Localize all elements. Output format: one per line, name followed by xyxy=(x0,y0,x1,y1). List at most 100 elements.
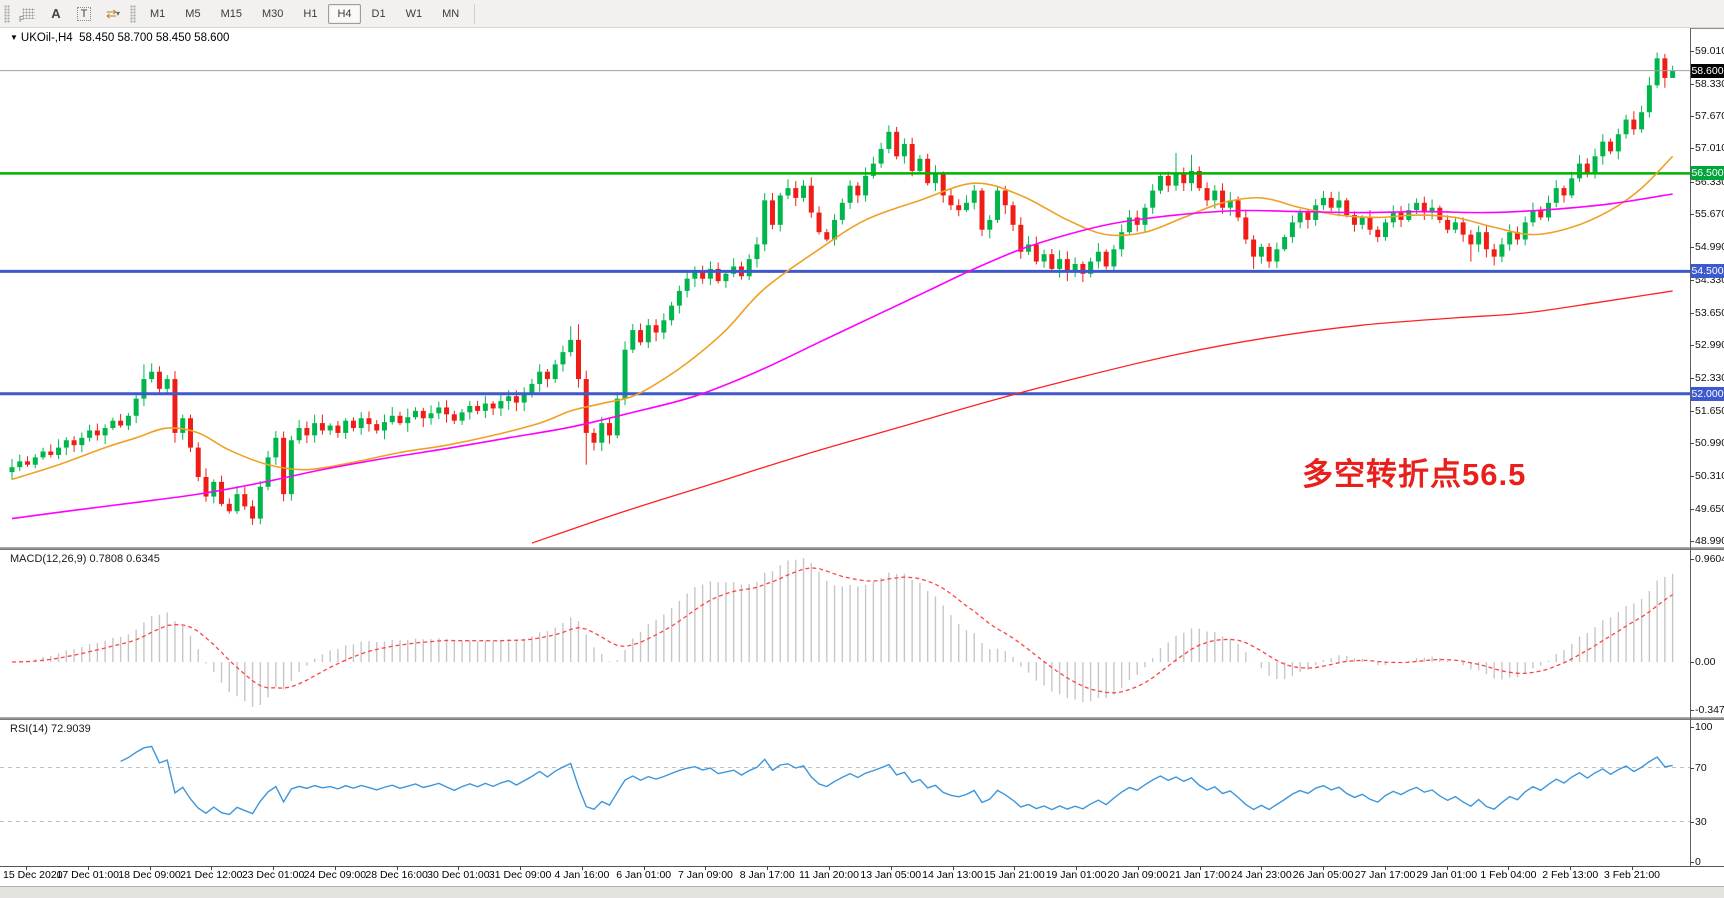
macd-signal-line xyxy=(11,567,1674,694)
time-axis-tick xyxy=(643,866,645,870)
time-axis-label: 24 Jan 23:00 xyxy=(1231,869,1292,881)
timeframe-button-m15[interactable]: M15 xyxy=(220,7,242,20)
timeframe-button-mn[interactable]: MN xyxy=(442,7,460,20)
time-axis-label: 8 Jan 17:00 xyxy=(739,869,795,881)
price-axis-label: 54.990 xyxy=(1695,241,1724,254)
ohlc-values: 58.450 58.700 58.450 58.600 xyxy=(79,32,230,44)
price-axis-tick xyxy=(1690,541,1694,543)
time-axis-tick xyxy=(705,866,707,870)
price-axis-tick xyxy=(1690,279,1694,281)
toolbar: F A T ⇄ ▾ M1 M5 M15 M30 H1 H4 D1 W1 MN xyxy=(0,0,1724,28)
time-axis-label: 1 Feb 04:00 xyxy=(1480,869,1537,881)
price-axis-tick xyxy=(1690,148,1694,150)
price-axis-tick xyxy=(1690,345,1694,347)
price-tag-52000: 52.000 xyxy=(1691,386,1724,401)
time-axis-tick xyxy=(458,866,460,870)
dropdown-caret-icon: ▾ xyxy=(115,9,120,18)
time-axis-label: 17 Dec 01:00 xyxy=(56,869,119,881)
rsi-indicator-panel[interactable] xyxy=(0,720,1690,866)
timeframe-button-w1[interactable]: W1 xyxy=(405,7,423,20)
time-axis-tick xyxy=(1570,866,1572,870)
fast-ma-orange xyxy=(11,155,1674,481)
timeframe-button-d1[interactable]: D1 xyxy=(371,7,386,20)
toolbar-drag-handle[interactable] xyxy=(130,4,136,23)
symbol-header: ▼ UKOil-,H4 58.450 58.700 58.450 58.600 xyxy=(10,32,229,44)
macd-indicator-panel[interactable] xyxy=(0,550,1690,717)
time-axis-tick xyxy=(26,866,27,870)
cursor-tools-icon[interactable]: ⇄ ▾ xyxy=(106,5,120,21)
price-axis-label: 50.990 xyxy=(1695,437,1724,450)
time-axis-label: 7 Jan 09:00 xyxy=(678,869,733,881)
time-axis-label: 31 Dec 09:00 xyxy=(488,869,552,881)
time-axis-tick xyxy=(1199,866,1201,870)
annotation-text: 多空转折点56.5 xyxy=(1302,457,1527,492)
price-axis-label: 52.330 xyxy=(1695,371,1724,384)
toolbar-drag-handle[interactable] xyxy=(4,4,10,23)
price-tag-56500: 56.500 xyxy=(1691,166,1724,181)
grid-dots-icon xyxy=(21,8,35,19)
price-axis-label: 57.670 xyxy=(1695,110,1724,123)
time-axis-tick xyxy=(520,866,522,870)
time-axis-tick xyxy=(396,866,398,870)
rsi-axis-label: 30 xyxy=(1695,815,1707,828)
price-axis-tick xyxy=(1690,83,1694,85)
time-axis-label: 21 Jan 17:00 xyxy=(1169,869,1230,881)
symbol-dropdown-icon[interactable]: ▼ xyxy=(10,33,18,42)
rsi-axis-label: 100 xyxy=(1695,721,1713,733)
macd-axis-tick xyxy=(1690,559,1694,560)
macd-axis-label: 0.00 xyxy=(1695,656,1716,669)
panel-splitter[interactable] xyxy=(0,547,1724,550)
time-axis-label: 23 Dec 01:00 xyxy=(241,869,305,881)
panel-splitter[interactable] xyxy=(0,717,1724,720)
timeframe-button-m5[interactable]: M5 xyxy=(185,7,201,20)
time-axis-tick xyxy=(581,866,583,870)
text-label-icon[interactable]: A xyxy=(51,6,61,21)
rsi-axis-tick xyxy=(1690,862,1694,863)
time-axis-label: 2 Feb 13:00 xyxy=(1542,869,1599,881)
rsi-line xyxy=(120,745,1673,816)
symbol-name: UKOil-,H4 xyxy=(20,32,73,44)
time-axis-tick xyxy=(273,866,275,870)
time-axis-label: 30 Dec 01:00 xyxy=(427,869,490,881)
slow-ma-red xyxy=(531,290,1673,544)
time-axis-label: 6 Jan 01:00 xyxy=(616,869,672,881)
price-axis-tick xyxy=(1690,476,1694,478)
price-axis-label: 57.010 xyxy=(1695,142,1724,155)
time-axis[interactable] xyxy=(0,866,1724,887)
medium-ma-magenta xyxy=(11,193,1673,520)
time-axis-label: 19 Jan 01:00 xyxy=(1045,869,1107,881)
time-axis-label: 26 Jan 05:00 xyxy=(1292,869,1354,881)
price-tag-58600: 58.600 xyxy=(1691,63,1724,78)
grid-f-label: F xyxy=(19,14,24,24)
timeframe-button-h4[interactable]: H4 xyxy=(328,3,361,24)
time-axis-tick xyxy=(1076,866,1078,870)
main-price-chart[interactable] xyxy=(0,28,1690,547)
time-axis-tick xyxy=(1137,866,1139,870)
rsi-axis-tick xyxy=(1690,767,1694,769)
timeframe-button-h1[interactable]: H1 xyxy=(303,7,318,20)
price-axis-label: 51.650 xyxy=(1695,404,1724,417)
time-axis-tick xyxy=(1384,866,1386,870)
status-strip xyxy=(0,886,1724,898)
rsi-axis-label: 0 xyxy=(1695,856,1701,868)
price-axis-tick xyxy=(1690,181,1694,183)
text-box-icon[interactable]: T xyxy=(71,2,97,26)
price-axis-tick xyxy=(1690,377,1694,379)
time-axis-label: 15 Dec 2020 xyxy=(3,869,63,881)
price-axis-label: 53.650 xyxy=(1695,306,1724,319)
timeframe-button-m1[interactable]: M1 xyxy=(150,7,166,20)
timeframe-button-m30[interactable]: M30 xyxy=(261,7,284,20)
price-axis-tick xyxy=(1690,508,1694,510)
time-axis-label: 29 Jan 01:00 xyxy=(1416,869,1478,881)
price-axis-label: 48.990 xyxy=(1695,535,1724,548)
time-axis-label: 14 Jan 13:00 xyxy=(922,869,983,881)
time-axis-label: 18 Dec 09:00 xyxy=(118,869,181,881)
time-axis-tick xyxy=(1323,866,1325,870)
grid-icon[interactable]: F xyxy=(15,2,41,26)
rsi-axis-label: 70 xyxy=(1695,761,1707,774)
price-axis-tick xyxy=(1690,116,1694,118)
price-axis-tick xyxy=(1690,214,1694,216)
macd-axis-tick xyxy=(1690,662,1694,664)
rsi-axis-tick xyxy=(1690,821,1694,823)
